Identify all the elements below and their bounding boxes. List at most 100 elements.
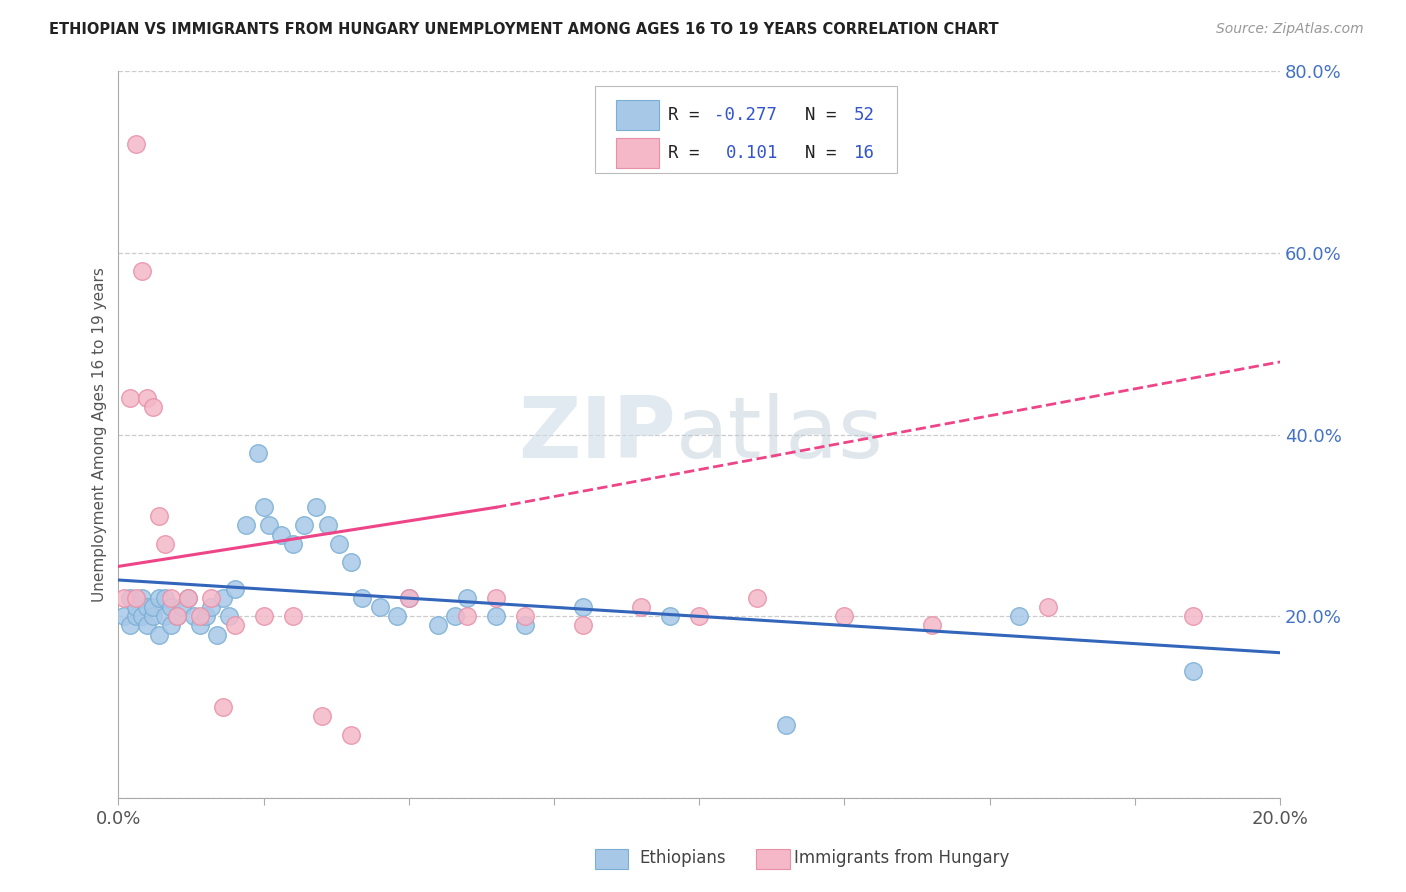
Point — [281, 609, 304, 624]
FancyBboxPatch shape — [616, 100, 658, 130]
Point — [112, 609, 135, 624]
Point — [339, 555, 361, 569]
Text: Immigrants from Hungary: Immigrants from Hungary — [794, 849, 1010, 867]
Point — [921, 618, 943, 632]
Text: Ethiopians: Ethiopians — [640, 849, 727, 867]
Point — [339, 727, 361, 741]
Point — [125, 136, 148, 151]
Point — [1181, 664, 1204, 678]
Text: 0.101: 0.101 — [725, 145, 779, 162]
Point — [485, 591, 508, 606]
Point — [328, 536, 350, 550]
Point — [136, 618, 159, 632]
Point — [200, 591, 222, 606]
Point — [136, 391, 159, 405]
Point — [456, 609, 478, 624]
Point — [166, 609, 188, 624]
Point — [142, 609, 165, 624]
Point — [316, 518, 339, 533]
Point — [159, 600, 181, 615]
Point — [153, 609, 176, 624]
Point — [1181, 609, 1204, 624]
Point — [120, 591, 142, 606]
Point — [224, 582, 246, 596]
Point — [775, 718, 797, 732]
Point — [125, 600, 148, 615]
Text: ZIP: ZIP — [519, 393, 676, 476]
Point — [172, 600, 194, 615]
Point — [177, 591, 200, 606]
Point — [218, 609, 240, 624]
FancyBboxPatch shape — [616, 138, 658, 169]
Y-axis label: Unemployment Among Ages 16 to 19 years: Unemployment Among Ages 16 to 19 years — [93, 268, 107, 602]
Point — [194, 609, 217, 624]
Text: Source: ZipAtlas.com: Source: ZipAtlas.com — [1216, 22, 1364, 37]
Text: atlas: atlas — [676, 393, 884, 476]
Text: ETHIOPIAN VS IMMIGRANTS FROM HUNGARY UNEMPLOYMENT AMONG AGES 16 TO 19 YEARS CORR: ETHIOPIAN VS IMMIGRANTS FROM HUNGARY UNE… — [49, 22, 998, 37]
Point — [177, 591, 200, 606]
Point — [688, 609, 710, 624]
Point — [235, 518, 257, 533]
Point — [253, 500, 276, 515]
Text: -0.277: -0.277 — [714, 106, 778, 124]
Point — [212, 700, 235, 714]
Point — [426, 618, 449, 632]
Point — [513, 618, 536, 632]
Point — [572, 600, 595, 615]
Point — [112, 591, 135, 606]
Point — [120, 391, 142, 405]
Point — [136, 600, 159, 615]
Text: 52: 52 — [853, 106, 875, 124]
Point — [305, 500, 328, 515]
Point — [125, 591, 148, 606]
Point — [834, 609, 856, 624]
Point — [148, 627, 170, 641]
Point — [270, 527, 292, 541]
Point — [630, 600, 652, 615]
Point — [142, 600, 165, 615]
Point — [142, 401, 165, 415]
Point — [456, 591, 478, 606]
Point — [205, 627, 228, 641]
Point — [153, 591, 176, 606]
Point — [444, 609, 467, 624]
Point — [188, 609, 211, 624]
Point — [1008, 609, 1031, 624]
Text: R =: R = — [668, 106, 710, 124]
Text: R =: R = — [668, 145, 720, 162]
Point — [747, 591, 769, 606]
Point — [224, 618, 246, 632]
Point — [200, 600, 222, 615]
Point — [485, 609, 508, 624]
Point — [253, 609, 276, 624]
Point — [659, 609, 682, 624]
Point — [153, 536, 176, 550]
Point — [120, 618, 142, 632]
Point — [387, 609, 409, 624]
Point — [131, 609, 153, 624]
Point — [513, 609, 536, 624]
Point — [572, 618, 595, 632]
Point — [159, 591, 181, 606]
Point — [125, 609, 148, 624]
Text: 16: 16 — [853, 145, 875, 162]
Text: N =: N = — [806, 106, 846, 124]
FancyBboxPatch shape — [595, 86, 897, 173]
Point — [311, 709, 333, 723]
Point — [259, 518, 281, 533]
Point — [398, 591, 420, 606]
Point — [212, 591, 235, 606]
Point — [246, 446, 269, 460]
Point — [131, 264, 153, 278]
Text: N =: N = — [806, 145, 846, 162]
Point — [281, 536, 304, 550]
Point — [166, 609, 188, 624]
Point — [398, 591, 420, 606]
Point — [148, 509, 170, 524]
Point — [183, 609, 205, 624]
Point — [1036, 600, 1059, 615]
Point — [292, 518, 315, 533]
Point — [131, 591, 153, 606]
Point — [368, 600, 391, 615]
Point — [159, 618, 181, 632]
